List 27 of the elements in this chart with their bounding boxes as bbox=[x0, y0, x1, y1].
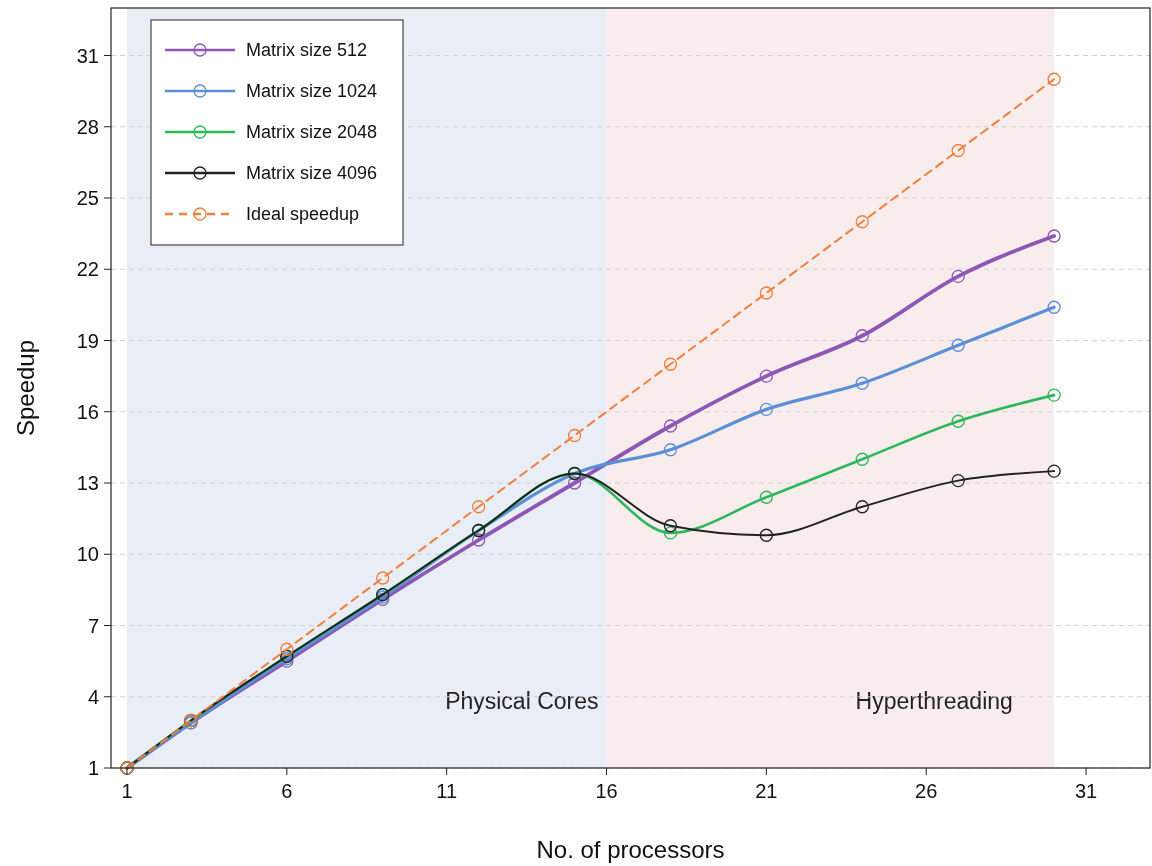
y-tick-label: 1 bbox=[87, 757, 99, 779]
x-tick-label: 26 bbox=[915, 780, 938, 802]
y-tick-label: 31 bbox=[76, 44, 99, 67]
y-tick-label: 10 bbox=[76, 543, 99, 566]
legend-label: Ideal speedup bbox=[246, 204, 360, 225]
y-tick-label: 13 bbox=[76, 472, 99, 494]
y-tick-label: 4 bbox=[87, 685, 99, 708]
y-tick-label: 16 bbox=[76, 400, 99, 423]
x-tick-label: 11 bbox=[436, 780, 458, 802]
x-tick-label: 16 bbox=[595, 780, 618, 802]
x-tick-label: 6 bbox=[281, 780, 293, 802]
x-axis-title: No. of processors bbox=[536, 836, 725, 863]
x-tick-label: 31 bbox=[1074, 780, 1098, 802]
x-tick-label: 1 bbox=[121, 780, 133, 802]
x-tick-label: 21 bbox=[755, 780, 778, 802]
legend-label: Matrix size 2048 bbox=[246, 122, 378, 143]
y-tick-label: 19 bbox=[76, 329, 99, 352]
band-label: Physical Cores bbox=[445, 687, 599, 714]
band-label: Hyperthreading bbox=[855, 687, 1013, 714]
y-tick-label: 25 bbox=[76, 187, 99, 209]
y-tick-label: 28 bbox=[76, 115, 99, 138]
y-axis-title: Speedup bbox=[12, 339, 39, 437]
y-tick-label: 22 bbox=[76, 258, 99, 281]
legend-label: Matrix size 4096 bbox=[246, 163, 378, 184]
y-tick-label: 7 bbox=[87, 614, 99, 637]
legend-label: Matrix size 512 bbox=[246, 40, 368, 61]
legend-label: Matrix size 1024 bbox=[246, 81, 378, 102]
